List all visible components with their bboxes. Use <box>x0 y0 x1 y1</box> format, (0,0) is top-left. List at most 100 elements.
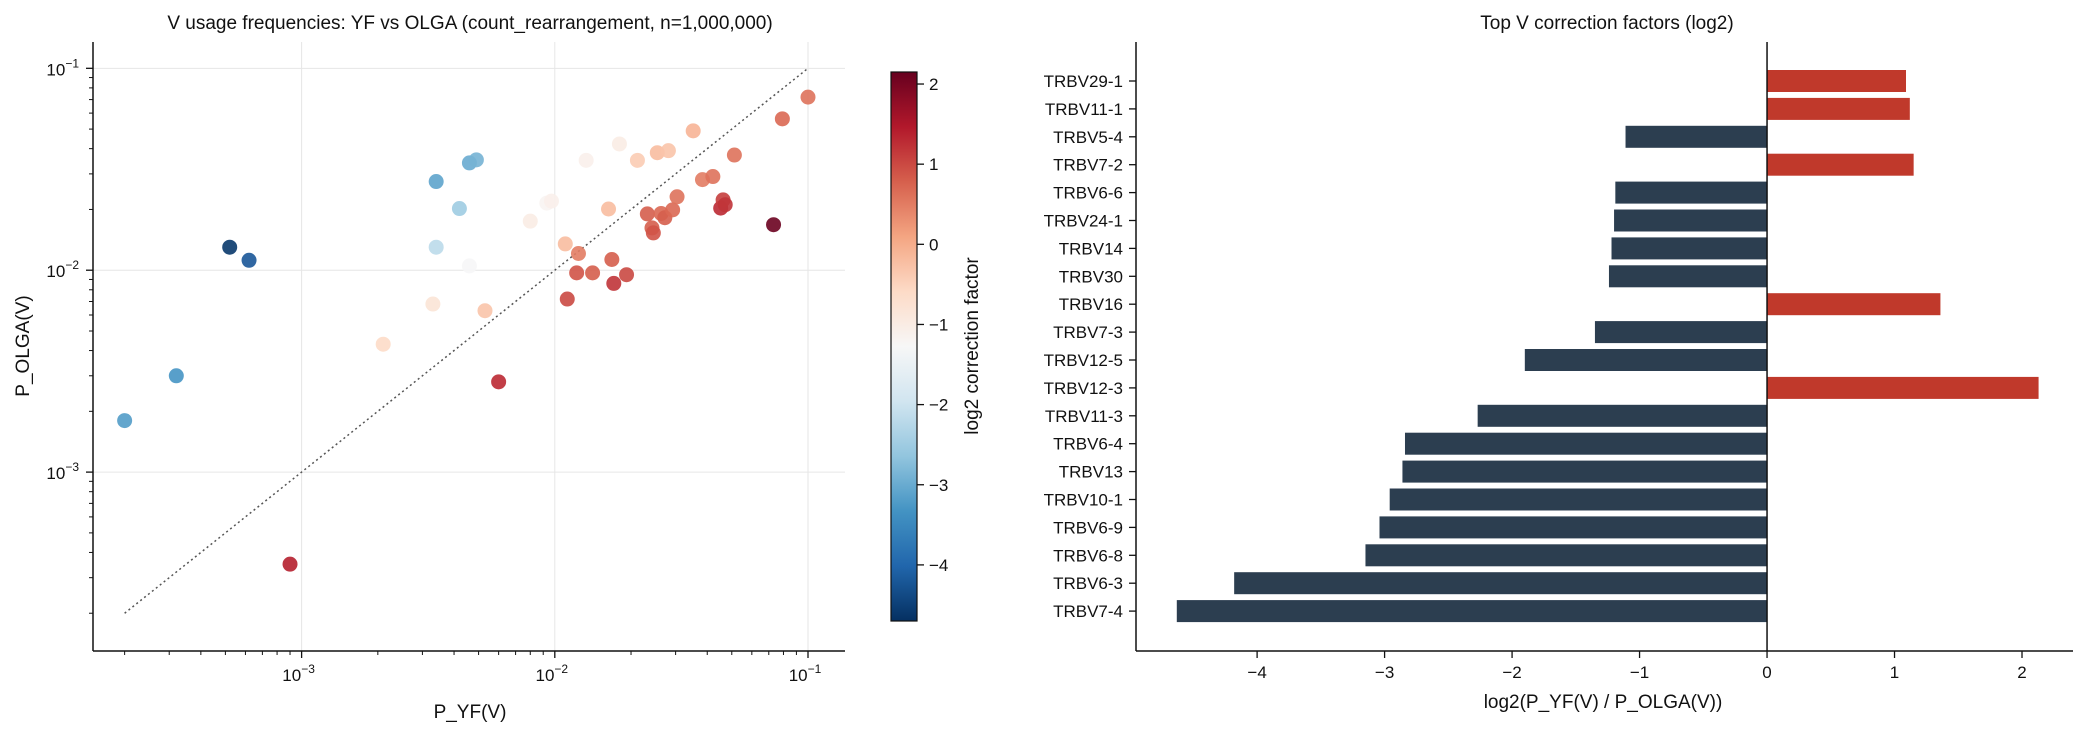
scatter-point <box>685 123 701 139</box>
bar-category-label: TRBV5-4 <box>1053 128 1123 147</box>
bar-category-label: TRBV24-1 <box>1044 212 1123 231</box>
scatter-point <box>570 245 586 261</box>
scatter-point <box>717 197 733 213</box>
bar-x-label: log2(P_YF(V) / P_OLGA(V)) <box>1484 692 1723 713</box>
bar-category-label: TRBV6-3 <box>1053 574 1123 593</box>
scatter-x-tick-label: 10−3 <box>282 662 315 685</box>
bar-x-tick-label: 2 <box>2017 663 2026 682</box>
scatter-panel: V usage frequencies: YF vs OLGA (count_r… <box>13 13 845 723</box>
scatter-point <box>375 336 391 352</box>
scatter-point <box>629 152 645 168</box>
scatter-point <box>477 303 493 319</box>
scatter-point <box>491 374 507 390</box>
bar-category-label: TRBV7-2 <box>1053 156 1123 175</box>
bar-category-label: TRBV11-3 <box>1045 407 1123 426</box>
scatter-point <box>601 201 617 217</box>
scatter-point <box>282 556 298 572</box>
bar <box>1477 404 1768 427</box>
scatter-x-label: P_YF(V) <box>434 702 507 723</box>
bar-category-label: TRBV6-9 <box>1053 518 1123 537</box>
bar-x-tick-label: −2 <box>1502 663 1521 682</box>
bar <box>1611 237 1768 260</box>
bar-category-label: TRBV13 <box>1059 463 1123 482</box>
scatter-identity-line <box>124 67 809 614</box>
bar-category-label: TRBV7-3 <box>1053 323 1123 342</box>
colorbar-ticks: 2 1 0 −1 −2 −3 −4 <box>917 75 948 575</box>
colorbar-tick-label: 2 <box>929 75 938 94</box>
bar <box>1594 321 1768 344</box>
bar <box>1379 516 1768 539</box>
bar <box>1625 125 1768 148</box>
scatter-point <box>619 267 635 283</box>
scatter-y-ticks: 10−3 10−2 10−1 <box>46 56 93 614</box>
bar-x-tick-label: −3 <box>1375 663 1394 682</box>
bar <box>1389 488 1768 511</box>
bar-panel: Top V correction factors (log2) TRBV29-1… <box>1044 13 2073 713</box>
bar <box>1365 544 1768 567</box>
colorbar-tick-label: −1 <box>929 315 948 334</box>
scatter-point <box>557 236 573 252</box>
scatter-point <box>645 225 661 241</box>
scatter-y-label: P_OLGA(V) <box>13 295 34 396</box>
scatter-point <box>468 152 484 168</box>
scatter-point <box>665 202 681 218</box>
bar <box>1404 432 1768 455</box>
colorbar-tick-label: −4 <box>929 556 948 575</box>
bar-category-label: TRBV16 <box>1059 295 1123 314</box>
scatter-point <box>522 213 538 229</box>
scatter-point <box>774 111 790 127</box>
scatter-points <box>117 89 816 572</box>
bar-category-label: TRBV11-1 <box>1045 100 1123 119</box>
bar-x-tick-label: −1 <box>1630 663 1649 682</box>
scatter-point <box>669 189 685 205</box>
bar <box>1608 265 1768 288</box>
bar-category-ticks: TRBV29-1 TRBV11-1 TRBV5-4 TRBV7-2 TRBV6-6 TRB… <box>1044 72 1136 621</box>
scatter-point <box>461 258 477 274</box>
scatter-point <box>649 145 665 161</box>
scatter-point <box>611 136 627 152</box>
bar-category-label: TRBV12-3 <box>1044 379 1123 398</box>
colorbar-gradient <box>890 71 918 622</box>
bar-category-label: TRBV6-4 <box>1053 435 1123 454</box>
bar-category-label: TRBV12-5 <box>1044 351 1123 370</box>
scatter-point <box>660 143 676 159</box>
bar <box>1234 572 1768 595</box>
scatter-point <box>559 291 575 307</box>
scatter-y-tick-label: 10−3 <box>46 460 79 483</box>
colorbar-label: log2 correction factor <box>962 257 983 435</box>
scatter-point <box>800 89 816 105</box>
scatter-point <box>726 147 742 163</box>
scatter-point <box>585 265 601 281</box>
scatter-x-ticks: 10−3 10−2 10−1 <box>124 651 822 685</box>
bar-category-label: TRBV10-1 <box>1044 491 1123 510</box>
scatter-point <box>543 193 559 209</box>
scatter-point <box>578 152 594 168</box>
bar <box>1767 70 1906 92</box>
scatter-y-tick-label: 10−2 <box>46 258 79 281</box>
scatter-point <box>451 201 467 217</box>
bar <box>1767 376 2039 399</box>
bar-category-label: TRBV14 <box>1059 239 1123 258</box>
scatter-point <box>569 265 585 281</box>
bar <box>1402 460 1768 483</box>
scatter-point <box>222 239 238 255</box>
scatter-point <box>425 296 441 312</box>
scatter-point <box>766 217 782 233</box>
scatter-point <box>604 251 620 267</box>
bar <box>1767 97 1910 120</box>
scatter-point <box>168 368 184 384</box>
scatter-y-tick-label: 10−1 <box>46 56 79 79</box>
bar-x-tick-label: 0 <box>1762 663 1771 682</box>
bar-category-label: TRBV7-4 <box>1053 602 1123 621</box>
scatter-x-tick-label: 10−2 <box>536 662 569 685</box>
bar-category-label: TRBV6-6 <box>1053 184 1123 203</box>
scatter-title: V usage frequencies: YF vs OLGA (count_r… <box>167 13 772 34</box>
bar <box>1767 293 1941 316</box>
colorbar-tick-label: −3 <box>929 476 948 495</box>
bar-category-label: TRBV6-8 <box>1053 546 1123 565</box>
bar <box>1615 181 1768 204</box>
scatter-point <box>428 239 444 255</box>
bars <box>1176 70 2039 623</box>
scatter-point <box>639 206 655 222</box>
